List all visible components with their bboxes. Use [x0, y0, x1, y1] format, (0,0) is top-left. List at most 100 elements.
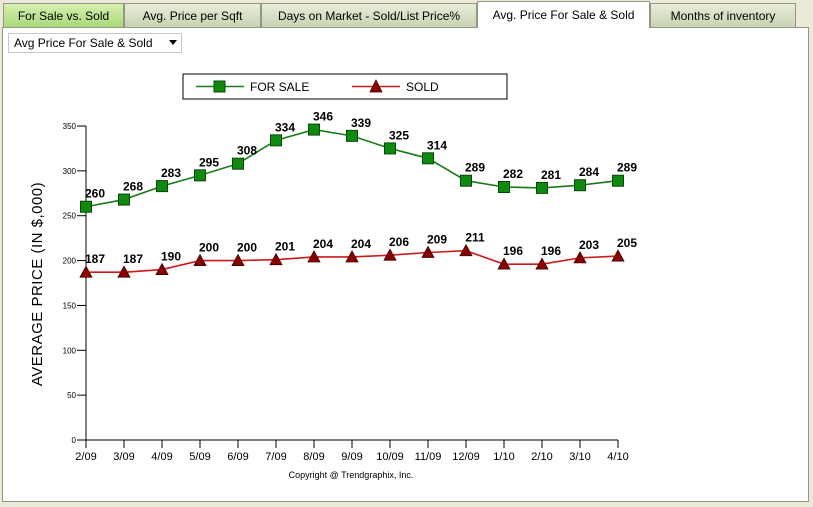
sold-data-label: 203 [579, 238, 599, 252]
for-sale-point [460, 174, 472, 187]
sold-point [269, 252, 283, 266]
sold-data-label: 211 [465, 231, 485, 245]
for-sale-point [498, 181, 510, 194]
tab-for-sale-vs-sold[interactable]: For Sale vs. Sold [3, 3, 124, 27]
y-tick-label: 50 [67, 391, 76, 400]
tab-label: Avg. Price For Sale & Sold [492, 8, 635, 22]
sold-data-label: 196 [503, 244, 523, 258]
y-tick-label: 200 [63, 257, 77, 266]
for-sale-data-label: 282 [503, 167, 523, 181]
x-tick-label: 10/09 [376, 451, 404, 463]
for-sale-data-label: 334 [275, 120, 295, 134]
dropdown-selected-value: Avg Price For Sale & Sold [14, 36, 153, 50]
tab-days-on-market[interactable]: Days on Market - Sold/List Price% [261, 3, 477, 27]
for-sale-data-label: 268 [123, 180, 143, 194]
for-sale-point [346, 129, 358, 142]
sold-data-label: 200 [237, 241, 257, 255]
for-sale-data-label: 284 [579, 165, 599, 179]
sold-data-label: 196 [541, 244, 561, 258]
copyright-text: Copyright @ Trendgraphix, Inc. [289, 470, 414, 480]
for-sale-point [156, 180, 168, 193]
for-sale-point [232, 157, 244, 170]
sold-point [117, 265, 131, 278]
sold-data-label: 187 [123, 252, 143, 266]
tab-months-of-inventory[interactable]: Months of inventory [650, 3, 796, 27]
for-sale-data-label: 295 [199, 155, 219, 169]
sold-point [231, 253, 245, 266]
for-sale-data-label: 283 [161, 166, 181, 180]
x-tick-label: 4/09 [151, 451, 172, 463]
chevron-down-icon [169, 40, 177, 45]
sold-point [535, 257, 549, 270]
tab-label: Avg. Price per Sqft [142, 8, 243, 23]
sold-point [573, 251, 587, 264]
chart-select-dropdown[interactable]: Avg Price For Sale & Sold [8, 33, 182, 53]
sold-point [307, 250, 321, 263]
axes: 0 50 100 150 200 250 300 350 2/09 3/09 4/09 5/09 6/0… [63, 122, 629, 463]
x-tick-label: 7/09 [265, 451, 286, 463]
for-sale-data-label: 289 [617, 161, 637, 175]
y-tick-label: 300 [63, 167, 77, 176]
y-tick-label: 350 [63, 122, 77, 131]
for-sale-data-label: 346 [313, 110, 333, 124]
x-tick-label: 4/10 [607, 451, 628, 463]
for-sale-data-label: 325 [389, 128, 409, 142]
for-sale-point [308, 123, 320, 136]
for-sale-point [422, 152, 434, 165]
y-tick-label: 0 [72, 436, 77, 445]
sold-point [383, 248, 397, 261]
tab-avg-price-for-sale-sold[interactable]: Avg. Price For Sale & Sold [477, 1, 650, 28]
chart-panel [2, 27, 809, 502]
sold-point [79, 265, 93, 278]
tab-bar: For Sale vs. Sold Avg. Price per Sqft Da… [0, 0, 813, 28]
for-sale-point [80, 200, 92, 213]
sold-point [611, 249, 625, 262]
for-sale-point [194, 169, 206, 182]
tab-avg-price-per-sqft[interactable]: Avg. Price per Sqft [124, 3, 261, 27]
sold-point [345, 250, 359, 263]
sold-data-label: 204 [313, 237, 333, 251]
x-tick-label: 12/09 [452, 451, 480, 463]
legend-sold-marker [369, 79, 383, 93]
tab-label: For Sale vs. Sold [17, 8, 110, 23]
sold-data-label: 187 [85, 252, 105, 266]
sold-point [155, 262, 169, 275]
x-tick-label: 3/09 [113, 451, 134, 463]
sold-data-label: 206 [389, 235, 409, 249]
for-sale-data-label: 289 [465, 161, 485, 175]
x-tick-label: 2/10 [531, 451, 552, 463]
legend-for-sale-label: FOR SALE [250, 80, 309, 94]
for-sale-point [574, 179, 586, 192]
for-sale-data-label: 281 [541, 168, 561, 182]
x-tick-label: 5/09 [189, 451, 210, 463]
for-sale-point [118, 193, 130, 206]
x-tick-label: 6/09 [227, 451, 248, 463]
sold-data-label: 190 [161, 250, 181, 264]
for-sale-data-label: 314 [427, 138, 447, 152]
x-tick-label: 2/09 [75, 451, 96, 463]
for-sale-point [270, 134, 282, 147]
sold-data-label: 200 [199, 241, 219, 255]
sold-point [193, 253, 207, 266]
for-sale-point [536, 181, 548, 194]
legend-sold-label: SOLD [406, 80, 439, 94]
series-layer: 260 268 283 295 308 334 346 339 325 314 289 282 281 2… [79, 110, 637, 278]
y-tick-label: 100 [63, 346, 77, 355]
tab-label: Months of inventory [670, 8, 776, 23]
for-sale-point [612, 174, 624, 187]
sold-data-label: 209 [427, 232, 447, 246]
x-tick-label: 1/10 [493, 451, 514, 463]
x-tick-label: 3/10 [569, 451, 590, 463]
legend: FOR SALE SOLD [182, 73, 508, 100]
sold-point [497, 257, 511, 270]
y-tick-label: 250 [63, 212, 77, 221]
sold-data-label: 205 [617, 236, 637, 250]
sold-point [459, 243, 473, 257]
y-axis-title: AVERAGE PRICE (IN $,000) [29, 182, 46, 386]
for-sale-data-label: 260 [85, 187, 105, 201]
for-sale-point [384, 142, 396, 155]
sold-data-label: 204 [351, 237, 371, 251]
sold-point [421, 245, 435, 258]
y-tick-label: 150 [63, 301, 77, 310]
